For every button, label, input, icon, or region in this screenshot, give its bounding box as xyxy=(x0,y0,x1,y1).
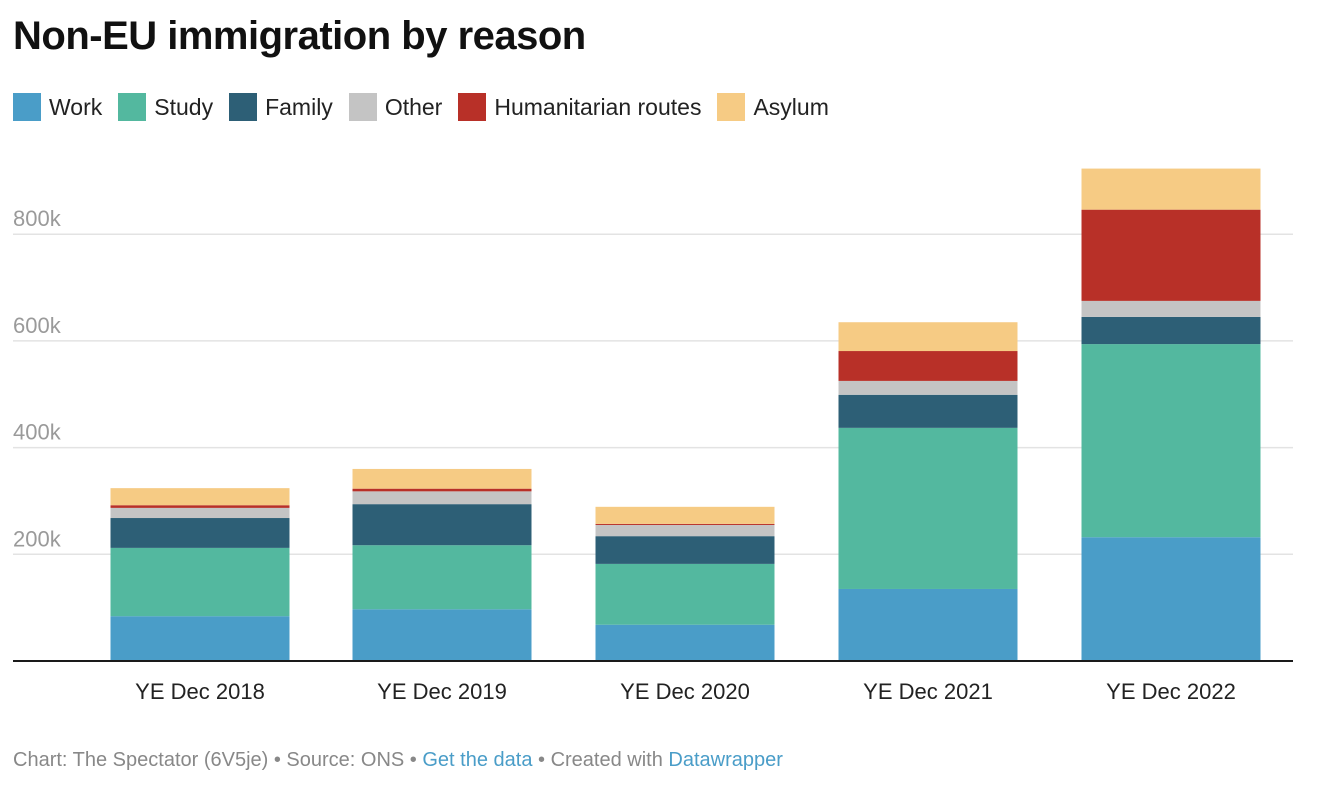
chart-plot: 200k 400k 600k 800k YE Dec 2018 YE Dec 2019 YE… xyxy=(13,168,1293,704)
bar-segment-family xyxy=(1081,316,1261,345)
legend-label: Humanitarian routes xyxy=(494,93,702,120)
bar-segment-other xyxy=(110,507,290,519)
y-tick-label: 800k xyxy=(13,206,62,231)
legend-swatch xyxy=(458,93,487,121)
legend-item-study: Study xyxy=(118,93,213,121)
legend-label: Family xyxy=(265,93,333,120)
x-tick-label: YE Dec 2022 xyxy=(1106,679,1236,704)
bar-segment-other xyxy=(838,380,1018,395)
legend-label: Work xyxy=(49,93,103,120)
bar-segment-family xyxy=(110,518,290,548)
legend-item-work: Work xyxy=(13,93,102,121)
bar-segment-study xyxy=(1081,344,1261,538)
legend-swatch xyxy=(13,93,41,121)
bar-segment-work xyxy=(352,609,532,661)
legend-item-asylum: Asylum xyxy=(717,93,829,121)
legend-item-other: Other xyxy=(348,93,443,121)
legend-label: Other xyxy=(384,93,443,120)
bar-segment-study xyxy=(110,547,290,617)
x-tick-label: YE Dec 2019 xyxy=(377,679,507,704)
legend-item-humanitarian-routes: Humanitarian routes xyxy=(458,93,701,121)
bar-segment-humanitarian-routes xyxy=(352,488,532,492)
legend-swatch xyxy=(348,93,377,121)
bar-segment-asylum xyxy=(352,468,532,489)
bar-segment-humanitarian-routes xyxy=(110,505,290,508)
bar-segment-work xyxy=(595,624,775,661)
legend-swatch xyxy=(229,93,258,121)
bar-segment-work xyxy=(1081,537,1261,661)
x-tick-label: YE Dec 2018 xyxy=(135,679,265,704)
bar-segment-family xyxy=(838,394,1018,428)
legend: Work Study Family Other Humanitarian routes A… xyxy=(13,93,845,121)
bar-segment-asylum xyxy=(838,322,1018,352)
legend-swatch xyxy=(118,93,147,121)
bar-segment-asylum xyxy=(595,506,775,524)
bar-segment-other xyxy=(1081,300,1261,317)
datawrapper-link[interactable]: Datawrapper xyxy=(668,749,783,771)
legend-swatch xyxy=(717,93,746,121)
y-tick-label: 600k xyxy=(13,313,62,338)
bar-segment-other xyxy=(595,524,775,537)
chart-title: Non-EU immigration by reason xyxy=(13,14,586,58)
bar-segment-asylum xyxy=(110,488,290,506)
footer-separator: • Created with xyxy=(532,749,669,771)
x-tick-label: YE Dec 2021 xyxy=(863,679,993,704)
bar-segment-study xyxy=(595,563,775,625)
bar-segment-study xyxy=(352,545,532,610)
bar-segment-humanitarian-routes xyxy=(838,351,1018,381)
bar-segment-family xyxy=(352,504,532,546)
bar-segment-family xyxy=(595,536,775,564)
footer-credit: Chart: The Spectator (6V5je) • Source: O… xyxy=(13,749,423,771)
x-tick-label: YE Dec 2020 xyxy=(620,679,750,704)
bar-segment-study xyxy=(838,427,1018,589)
bar-segment-other xyxy=(352,491,532,505)
bar-segment-work xyxy=(110,616,290,661)
bar-segment-asylum xyxy=(1081,168,1261,210)
y-tick-label: 400k xyxy=(13,420,62,445)
bar-segment-humanitarian-routes xyxy=(1081,209,1261,301)
footer: Chart: The Spectator (6V5je) • Source: O… xyxy=(13,749,783,772)
bar-segment-humanitarian-routes xyxy=(595,523,775,525)
legend-label: Study xyxy=(154,93,214,120)
bar-segment-work xyxy=(838,588,1018,661)
get-the-data-link[interactable]: Get the data xyxy=(422,749,533,771)
y-tick-label: 200k xyxy=(13,526,62,551)
legend-label: Asylum xyxy=(753,93,829,120)
legend-item-family: Family xyxy=(229,93,333,121)
